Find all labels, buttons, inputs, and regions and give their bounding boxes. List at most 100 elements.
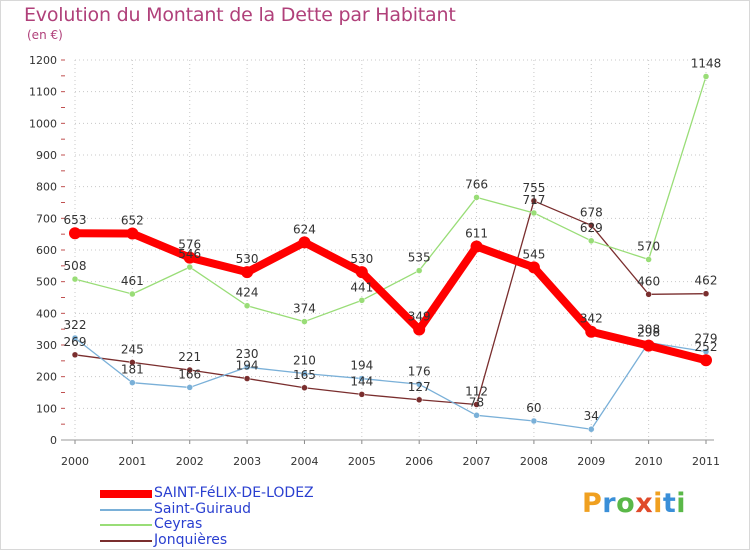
data-label-2: 766 (465, 177, 488, 191)
series-point-0 (126, 227, 139, 240)
data-label-1: 279 (695, 332, 718, 346)
data-label-1: 166 (178, 367, 201, 381)
series-point-0 (298, 236, 311, 249)
series-point-1 (473, 412, 480, 419)
logo-letter: t (662, 488, 677, 519)
series-point-3 (415, 396, 423, 404)
data-label-3: 194 (236, 359, 259, 373)
data-label-2: 1148 (691, 56, 722, 70)
data-label-2: 508 (64, 259, 87, 273)
series-point-2 (71, 275, 79, 283)
data-label-0: 530 (350, 252, 373, 266)
y-tick-label: 600 (36, 244, 57, 257)
data-label-1: 34 (584, 409, 599, 423)
logo-letter: i (653, 488, 663, 519)
series-line-1 (74, 337, 707, 430)
data-label-3: 127 (408, 380, 431, 394)
data-label-0: 298 (637, 326, 660, 340)
y-tick-label: 400 (36, 307, 57, 320)
series-point-1 (243, 363, 251, 371)
series-point-1 (71, 334, 79, 342)
data-label-2: 546 (178, 247, 201, 261)
x-tick-label: 2011 (692, 455, 720, 468)
series-point-0 (700, 354, 712, 367)
x-tick-label: 2002 (176, 455, 204, 468)
axes (61, 59, 714, 444)
data-label-0: 624 (293, 222, 316, 236)
legend-swatch-2 (100, 524, 152, 526)
x-tick-label: 2008 (520, 455, 548, 468)
series-point-2 (358, 297, 366, 304)
series-point-1 (301, 370, 308, 377)
series-point-3 (588, 222, 595, 229)
data-label-0: 252 (695, 340, 718, 354)
x-tick-label: 2009 (577, 455, 605, 468)
data-label-0: 342 (580, 312, 603, 326)
legend-swatch-0 (100, 490, 152, 498)
data-label-0: 576 (178, 238, 201, 252)
legend-label-1: Saint-Guiraud (154, 500, 251, 517)
data-label-0: 611 (465, 227, 488, 241)
y-tick-label: 700 (36, 212, 57, 225)
y-tick-label: 500 (36, 276, 57, 289)
data-label-1: 230 (236, 347, 259, 361)
legend-swatch-1 (100, 508, 152, 511)
series-point-0 (642, 339, 655, 352)
data-label-3: 221 (178, 350, 201, 364)
y-tick-label: 1100 (29, 86, 57, 99)
x-tick-label: 2001 (118, 455, 146, 468)
x-tick-label: 2007 (463, 455, 491, 468)
series-point-2 (473, 194, 480, 201)
legend-label-3: Jonquières (154, 531, 228, 548)
data-label-3: 460 (637, 274, 660, 288)
data-label-2: 374 (293, 302, 316, 316)
data-label-2: 424 (236, 286, 259, 300)
data-label-2: 629 (580, 221, 603, 235)
series-point-2 (702, 73, 710, 80)
series-point-2 (530, 209, 538, 217)
legend-swatch-3 (100, 539, 152, 542)
data-labels: 653 652 576 530 624 530 349 611 545 342 298 252 322 1… (64, 56, 722, 423)
data-label-0: 545 (522, 247, 545, 261)
series-point-3 (243, 375, 251, 382)
data-label-3: 462 (695, 274, 718, 288)
data-label-2: 461 (121, 274, 144, 288)
data-label-2: 570 (637, 240, 660, 254)
series-point-1 (186, 384, 193, 391)
data-label-1: 308 (637, 322, 660, 336)
data-label-1: 181 (121, 363, 144, 377)
series-point-2 (415, 267, 423, 274)
series-point-3 (358, 391, 366, 398)
y-axis-ticks: 0 100 200 300 400 500 600 700 800 900 1000 1100 1200 (29, 54, 57, 447)
y-tick-label: 800 (36, 181, 57, 194)
logo-letter: o (616, 488, 636, 519)
series-point-0 (183, 251, 196, 264)
series-point-3 (301, 384, 308, 391)
series-point-3 (129, 359, 136, 366)
data-label-0: 653 (64, 213, 87, 227)
series-line-0 (71, 229, 710, 365)
series-point-2 (186, 263, 193, 271)
series-point-1 (415, 381, 423, 388)
series-point-0 (241, 266, 254, 279)
series-point-0 (527, 261, 540, 274)
x-tick-label: 2006 (405, 455, 433, 468)
logo-letter: x (635, 488, 654, 519)
series-line-2 (74, 75, 707, 323)
legend-label-2: Ceyras (154, 516, 203, 532)
data-label-3: 144 (350, 374, 373, 388)
y-tick-label: 0 (50, 434, 57, 447)
data-label-1: 78 (469, 395, 484, 409)
logo-letter: r (602, 488, 617, 519)
data-label-3: 165 (293, 368, 316, 382)
y-tick-label: 1200 (29, 54, 57, 67)
x-tick-label: 2010 (635, 455, 663, 468)
series-point-2 (301, 318, 308, 325)
data-label-1: 176 (408, 364, 431, 378)
series-point-0 (69, 227, 81, 240)
data-label-1: 210 (293, 354, 316, 368)
data-label-0: 530 (236, 252, 259, 266)
data-label-3: 245 (121, 342, 144, 356)
x-tick-label: 2000 (61, 455, 89, 468)
